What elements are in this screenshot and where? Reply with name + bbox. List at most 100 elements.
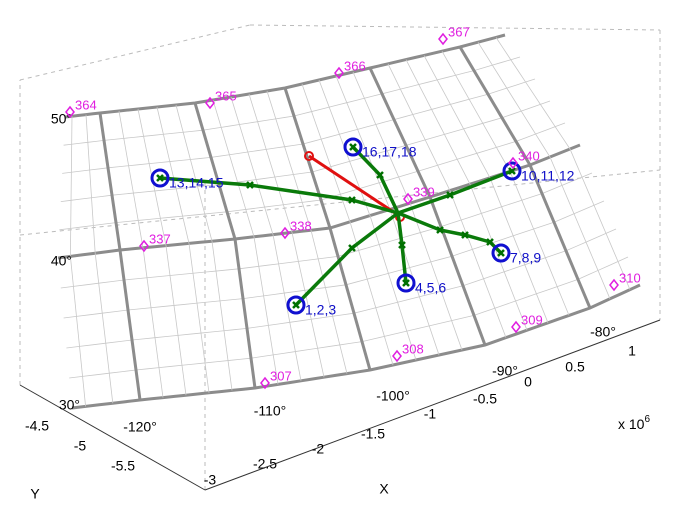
cross-marker xyxy=(348,196,356,204)
station-label: 308 xyxy=(402,341,424,356)
red-marker xyxy=(304,151,314,161)
meridian xyxy=(98,112,142,401)
x-tick-label: -2.5 xyxy=(253,456,277,472)
cluster-circle xyxy=(286,295,306,315)
station-marker xyxy=(508,156,518,170)
station-marker xyxy=(511,320,521,334)
cross-marker xyxy=(348,244,356,252)
station-label: 367 xyxy=(448,24,470,39)
x-scale: x 106 xyxy=(618,414,650,432)
cross-marker xyxy=(398,241,406,249)
meridian xyxy=(495,37,631,290)
station-marker xyxy=(65,105,75,119)
cross-marker xyxy=(376,171,384,179)
x-tick-label: 1 xyxy=(628,343,636,359)
station-label: 310 xyxy=(619,270,641,285)
axes xyxy=(19,319,661,491)
meridian xyxy=(283,87,372,371)
x-tick-label: -1.5 xyxy=(361,426,385,442)
cluster-label: 7,8,9 xyxy=(510,250,541,266)
parallel xyxy=(64,33,506,119)
meridian xyxy=(387,63,507,338)
lat-tick-label: 50° xyxy=(51,111,72,127)
red-vector xyxy=(308,154,399,217)
station-label: 339 xyxy=(413,184,435,199)
cluster-circle xyxy=(491,243,511,263)
meridian xyxy=(335,75,440,356)
meridian xyxy=(212,99,279,385)
cross-marker xyxy=(508,167,516,175)
meridian xyxy=(193,102,257,389)
cluster-circle xyxy=(396,273,416,293)
meridian xyxy=(137,108,187,396)
y-tick-label: -5.5 xyxy=(111,458,135,474)
station-marker xyxy=(392,349,402,363)
meridian xyxy=(85,114,114,404)
map-grid xyxy=(57,33,641,410)
meridian xyxy=(69,116,86,407)
parallel xyxy=(71,283,641,410)
meridian xyxy=(266,90,348,374)
station-label: 337 xyxy=(149,231,171,246)
meridian xyxy=(368,67,487,346)
station-label: 365 xyxy=(215,88,237,103)
station-marker xyxy=(609,278,619,292)
x-tick-label: -3 xyxy=(204,472,217,488)
lon-tick-label: -120° xyxy=(123,419,157,435)
y-axis-label: Y xyxy=(30,486,40,502)
station-label: 340 xyxy=(518,148,540,163)
meridian xyxy=(318,79,417,361)
station-marker xyxy=(403,192,413,206)
cross-marker xyxy=(246,181,254,189)
station-label: 366 xyxy=(344,58,366,73)
cross-marker xyxy=(292,301,300,309)
cross-marker xyxy=(436,226,444,234)
cluster-label: 16,17,18 xyxy=(362,144,417,160)
parallel xyxy=(69,256,629,379)
meridian xyxy=(301,83,394,366)
cross-marker xyxy=(156,174,164,182)
y-tick-label: -5 xyxy=(74,438,87,454)
cluster-label: 4,5,6 xyxy=(415,280,446,296)
green-path xyxy=(159,176,399,215)
meridian xyxy=(405,59,528,331)
cross-marker xyxy=(497,249,505,257)
cluster-label: 1,2,3 xyxy=(305,302,336,318)
y-tick-label: -4.5 xyxy=(25,418,49,434)
lat-tick-label: 30° xyxy=(59,397,80,413)
station-marker xyxy=(334,66,344,80)
station-marker xyxy=(139,239,149,253)
meridian xyxy=(230,96,302,381)
station-label: 307 xyxy=(270,368,292,383)
x-scale-multiplier: x 10 xyxy=(618,416,645,432)
lat-tick-label: 40° xyxy=(51,253,72,269)
meridian xyxy=(458,46,592,309)
meridian xyxy=(156,106,210,393)
meridian xyxy=(175,104,233,391)
station-label: 364 xyxy=(75,97,97,112)
cross-marker xyxy=(486,238,494,246)
cross-marker xyxy=(402,279,410,287)
meridian xyxy=(352,71,463,351)
station-marker xyxy=(205,96,215,110)
station-marker xyxy=(438,32,448,46)
axis-frame xyxy=(19,24,661,490)
meridian xyxy=(477,41,611,299)
cluster-circle xyxy=(150,168,170,188)
meridian xyxy=(118,110,164,398)
meridian xyxy=(248,93,325,378)
station-label: 309 xyxy=(521,312,543,327)
station-marker xyxy=(260,376,270,390)
x-tick-label: -0.5 xyxy=(473,391,497,407)
x-tick-label: 0.5 xyxy=(565,359,585,375)
cluster-label: 10,11,12 xyxy=(521,168,575,184)
lon-tick-label: -80° xyxy=(590,324,616,340)
x-tick-label: 0 xyxy=(524,374,532,390)
lon-tick-label: -110° xyxy=(254,403,287,419)
cross-marker xyxy=(461,231,469,239)
marks: 50° 40° 30° -120° -110° -100° -90° -80° -3 -2.5 -2… xyxy=(25,24,641,487)
cluster-circle xyxy=(502,161,522,181)
lon-tick-label: -90° xyxy=(492,363,518,379)
